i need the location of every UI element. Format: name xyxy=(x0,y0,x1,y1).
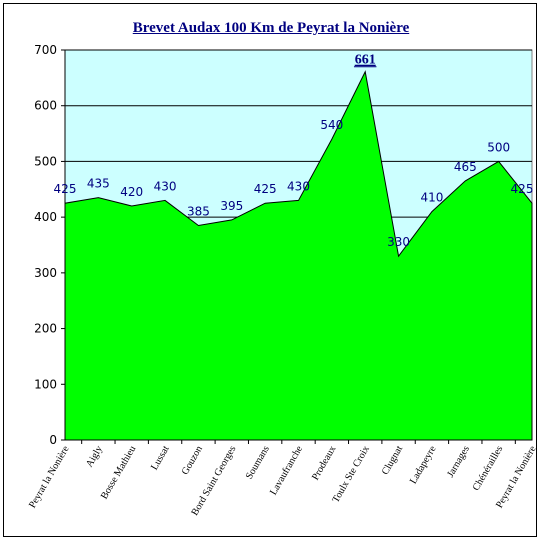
data-label: 330 xyxy=(387,235,410,249)
x-tick-label: Toulx Ste Croix xyxy=(330,444,371,505)
x-tick-label: Prodeaux xyxy=(310,444,338,482)
data-label: 540 xyxy=(320,118,343,132)
y-tick-label: 100 xyxy=(34,377,57,391)
data-label: 465 xyxy=(454,160,477,174)
data-label: 410 xyxy=(420,191,443,205)
elevation-area xyxy=(64,70,533,441)
y-tick-label: 0 xyxy=(49,433,57,447)
x-tick-label: Peyrat la Nonière xyxy=(27,444,72,511)
data-label: 661 xyxy=(355,53,376,68)
x-tick-label: Chénérailles xyxy=(471,444,506,493)
data-label: 435 xyxy=(87,177,110,191)
x-tick-label: Soumans xyxy=(244,444,272,481)
data-label: 425 xyxy=(511,182,534,196)
x-tick-label: Lussat xyxy=(149,444,172,472)
x-tick-label: Jarnages xyxy=(445,444,472,479)
x-tick-label: Ladapeyre xyxy=(408,444,439,487)
chart-title: Brevet Audax 100 Km de Peyrat la Nonière xyxy=(132,20,410,36)
data-label: 385 xyxy=(187,205,210,219)
data-label: 430 xyxy=(287,179,310,193)
y-tick-label: 600 xyxy=(34,99,57,113)
y-tick-label: 700 xyxy=(34,43,57,57)
data-label: 420 xyxy=(120,185,143,199)
x-tick-label: Bosse Mathieu xyxy=(99,444,138,501)
data-label: 395 xyxy=(220,199,243,213)
x-tick-label: Lavaufranche xyxy=(268,444,305,498)
y-tick-label: 400 xyxy=(34,210,57,224)
x-tick-label: Gouzon xyxy=(180,444,205,477)
x-tick-label: Clugnat xyxy=(380,444,405,477)
data-label: 500 xyxy=(487,140,510,154)
data-label: 425 xyxy=(254,182,277,196)
data-label: 425 xyxy=(54,182,77,196)
data-label: 430 xyxy=(154,179,177,193)
y-tick-label: 500 xyxy=(34,154,57,168)
x-tick-label: Aigly xyxy=(84,444,105,469)
y-tick-label: 300 xyxy=(34,266,57,280)
y-tick-label: 200 xyxy=(34,322,57,336)
